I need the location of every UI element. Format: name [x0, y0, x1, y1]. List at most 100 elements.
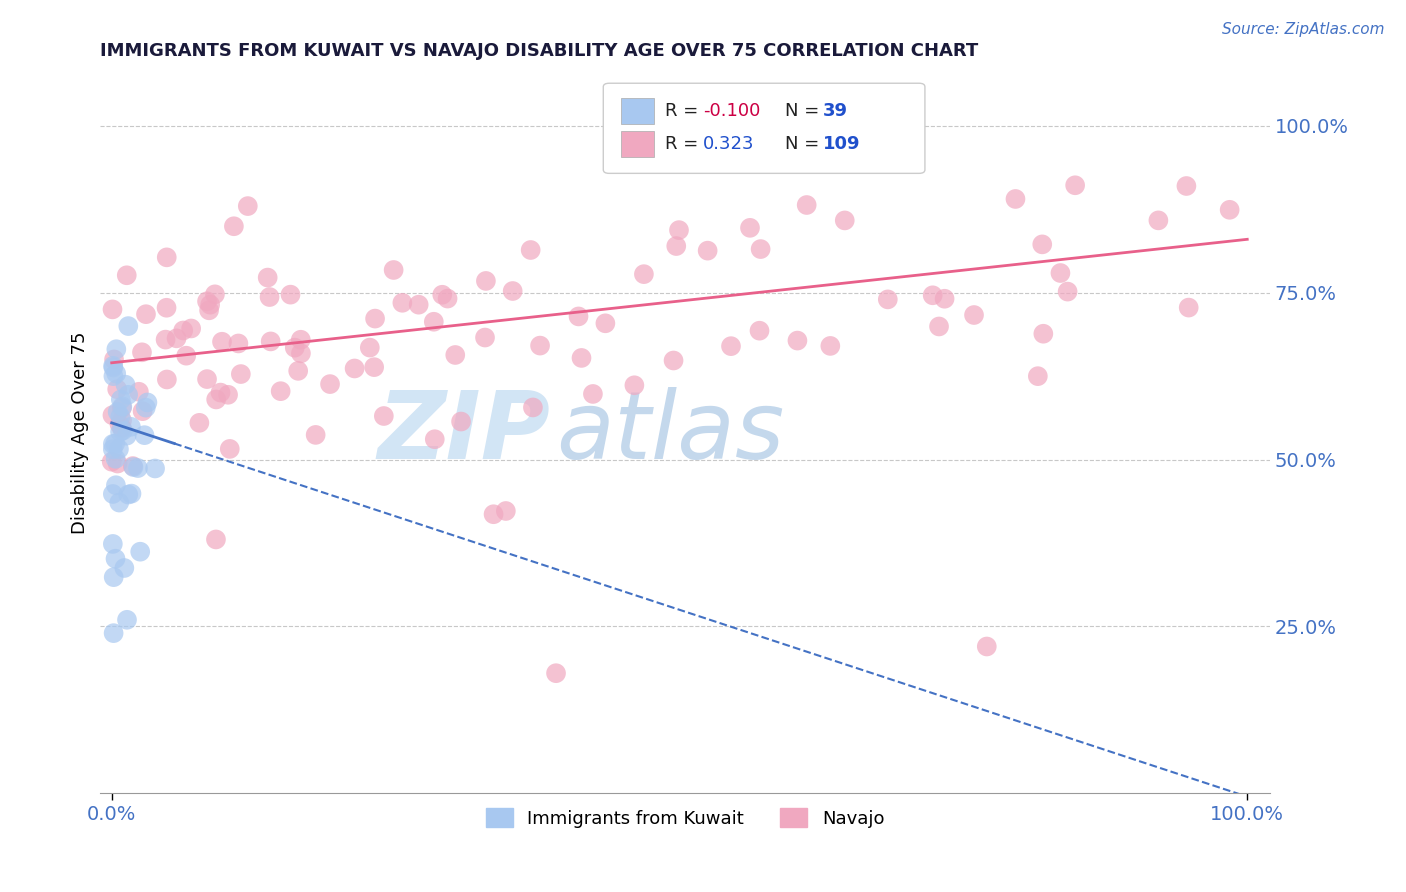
Point — [105, 367, 128, 381]
Text: atlas: atlas — [557, 387, 785, 478]
Point — [290, 346, 312, 360]
Point — [748, 324, 770, 338]
Point — [100, 455, 122, 469]
Point — [134, 428, 156, 442]
Point — [180, 321, 202, 335]
Point — [205, 533, 228, 547]
Point — [934, 292, 956, 306]
Point — [1147, 213, 1170, 227]
Point — [474, 330, 496, 344]
Point — [104, 436, 127, 450]
Point — [103, 352, 125, 367]
Point — [108, 442, 131, 457]
Point — [544, 666, 567, 681]
Point — [108, 425, 131, 439]
Point — [1032, 326, 1054, 341]
Text: 39: 39 — [823, 102, 848, 120]
Point — [529, 338, 551, 352]
Point — [101, 437, 124, 451]
Point — [738, 220, 761, 235]
Text: -0.100: -0.100 — [703, 102, 761, 120]
Text: 109: 109 — [823, 135, 860, 153]
Point — [105, 342, 128, 356]
Point — [128, 384, 150, 399]
Point — [567, 310, 589, 324]
Point — [127, 461, 149, 475]
Point — [364, 311, 387, 326]
Point — [482, 507, 505, 521]
Point — [105, 382, 128, 396]
Point — [131, 345, 153, 359]
Point — [363, 360, 385, 375]
Point — [156, 372, 179, 386]
Point — [391, 295, 413, 310]
Point — [1219, 202, 1241, 217]
Text: R =: R = — [665, 102, 704, 120]
Point — [104, 451, 127, 466]
Point — [1064, 178, 1087, 193]
Point — [107, 457, 129, 471]
Point — [204, 287, 226, 301]
Point — [696, 244, 718, 258]
Point — [108, 495, 131, 509]
FancyBboxPatch shape — [621, 97, 654, 124]
Point — [256, 270, 278, 285]
Point — [228, 336, 250, 351]
Point — [103, 570, 125, 584]
Point — [522, 401, 544, 415]
Point — [1026, 369, 1049, 384]
Y-axis label: Disability Age Over 75: Disability Age Over 75 — [72, 332, 89, 534]
Point — [174, 349, 197, 363]
Point — [122, 460, 145, 475]
Point — [668, 223, 690, 237]
Point — [121, 486, 143, 500]
Point — [117, 487, 139, 501]
Point — [749, 242, 772, 256]
Point — [115, 613, 138, 627]
Point — [218, 442, 240, 456]
Point — [236, 199, 259, 213]
Point — [1056, 285, 1078, 299]
Point — [519, 243, 541, 257]
Point — [921, 288, 943, 302]
Point — [475, 274, 498, 288]
Point — [111, 413, 134, 427]
Point — [136, 395, 159, 409]
Point — [444, 348, 467, 362]
Point — [786, 334, 808, 348]
Point — [495, 504, 517, 518]
Point — [595, 316, 617, 330]
Point — [963, 308, 986, 322]
Point — [103, 360, 125, 375]
Point — [209, 385, 232, 400]
Point — [876, 293, 898, 307]
Text: N =: N = — [785, 102, 824, 120]
Point — [928, 319, 950, 334]
Point — [188, 416, 211, 430]
Point — [720, 339, 742, 353]
Point — [111, 424, 134, 438]
Text: 0.323: 0.323 — [703, 135, 754, 153]
Point — [104, 478, 127, 492]
Text: IMMIGRANTS FROM KUWAIT VS NAVAJO DISABILITY AGE OVER 75 CORRELATION CHART: IMMIGRANTS FROM KUWAIT VS NAVAJO DISABIL… — [100, 42, 979, 60]
Point — [115, 268, 138, 283]
Point — [259, 290, 281, 304]
Point — [135, 401, 157, 415]
Point — [582, 387, 605, 401]
Point — [217, 388, 239, 402]
FancyBboxPatch shape — [603, 83, 925, 173]
Point — [1175, 179, 1198, 194]
Point — [198, 298, 221, 312]
Point — [111, 421, 134, 435]
Point — [382, 263, 405, 277]
Point — [166, 331, 188, 345]
Point — [260, 334, 283, 349]
Point — [665, 239, 688, 253]
Point — [103, 626, 125, 640]
Point — [423, 432, 446, 446]
Point — [107, 405, 129, 419]
Point — [120, 419, 142, 434]
Point — [156, 251, 179, 265]
Text: ZIP: ZIP — [378, 387, 551, 479]
Point — [110, 409, 132, 424]
